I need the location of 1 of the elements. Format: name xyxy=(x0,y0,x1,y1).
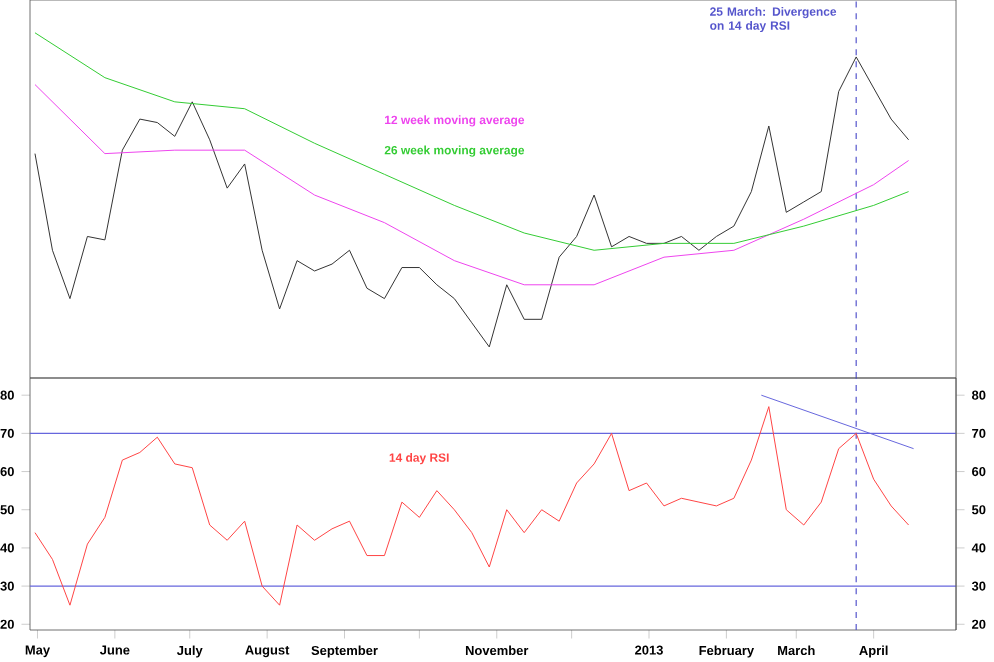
line-series xyxy=(34,406,910,606)
